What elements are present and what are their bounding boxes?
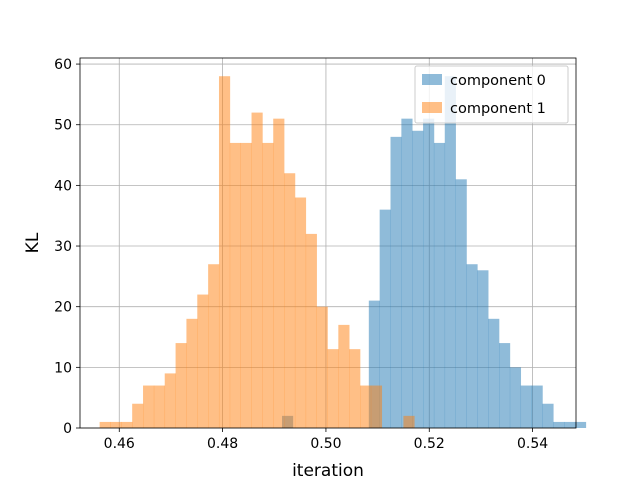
y-tick-label-4: 40 (54, 178, 72, 194)
bar-component-0-bin-24 (542, 403, 554, 428)
bar-component-0-bin-25 (553, 421, 565, 428)
bar-component-1-bin-1 (110, 421, 122, 428)
bar-component-0-bin-22 (520, 385, 532, 428)
bar-component-1-bin-2 (121, 421, 133, 428)
bar-component-1-bin-4 (143, 385, 155, 428)
bar-component-1-bin-9 (197, 294, 209, 428)
bar-component-1-bin-5 (153, 385, 166, 428)
legend-label-component-1: component 1 (450, 101, 546, 117)
bar-component-0-bin-8 (368, 300, 380, 428)
bar-component-0-bin-18 (477, 270, 489, 428)
bar-component-1-bin-6 (164, 373, 176, 428)
legend: component 0 component 1 (414, 65, 569, 124)
y-axis-label: KL (23, 232, 43, 253)
bar-component-0-bin-16 (455, 179, 467, 428)
x-axis-label: iteration (292, 461, 364, 480)
y-tick-label-2: 20 (54, 300, 72, 316)
bar-component-1-bin-0 (99, 421, 111, 428)
bar-component-1-bin-13 (240, 142, 252, 428)
y-tick-label-6: 60 (54, 57, 72, 73)
x-tick-label-4: 0.54 (517, 436, 548, 452)
y-tick-label-3: 30 (54, 239, 72, 255)
y-tick-label-5: 50 (54, 118, 72, 134)
bar-component-1-bin-15 (262, 142, 274, 428)
bar-component-1-bin-14 (251, 112, 263, 429)
bar-component-1-bin-28 (403, 415, 415, 428)
bar-component-1-bin-10 (208, 264, 220, 428)
bar-component-0-bin-9 (379, 209, 391, 428)
x-tick-label-0: 0.46 (104, 436, 135, 452)
bar-component-1-bin-18 (294, 197, 307, 428)
y-tick-label-1: 10 (54, 360, 72, 376)
bar-component-1-bin-17 (284, 173, 296, 428)
legend-box (414, 65, 569, 124)
bar-component-0-bin-10 (390, 136, 402, 428)
bar-component-1-bin-16 (273, 118, 285, 429)
bar-component-1-bin-20 (316, 306, 328, 428)
x-tick-label-1: 0.48 (207, 436, 238, 452)
bar-component-0-bin-26 (564, 421, 576, 428)
bar-component-0-bin-20 (499, 343, 511, 428)
bar-component-1-bin-23 (349, 349, 361, 428)
bar-component-0-bin-19 (488, 318, 500, 428)
bar-component-0-bin-11 (401, 118, 413, 429)
bar-component-1-bin-7 (175, 343, 187, 428)
bar-component-0-bin-23 (531, 385, 543, 428)
y-tick-label-0: 0 (63, 421, 72, 437)
bar-component-1-bin-8 (186, 318, 198, 428)
bar-component-1-bin-24 (360, 385, 372, 428)
bar-component-1-bin-21 (327, 349, 339, 428)
x-tick-label-2: 0.50 (310, 436, 341, 452)
legend-swatch-component-0 (422, 74, 442, 85)
bar-component-0-bin-17 (466, 264, 478, 428)
bar-component-1-bin-3 (132, 403, 144, 428)
bar-component-1-bin-12 (229, 142, 241, 428)
bar-component-0-bin-21 (509, 367, 522, 428)
axis-ticks: 0.46 0.48 0.50 0.52 0.54 0 10 20 30 40 50 60 (54, 57, 548, 452)
x-tick-label-3: 0.52 (414, 436, 445, 452)
bar-component-1-bin-11 (218, 76, 231, 429)
bar-component-0-bin-27 (574, 421, 587, 428)
histogram-bars (99, 76, 587, 429)
bar-component-0-bin-12 (412, 130, 424, 429)
bar-component-0-bin-15 (444, 76, 456, 429)
legend-label-component-0: component 0 (450, 73, 546, 89)
legend-swatch-component-1 (422, 102, 442, 113)
plot-frame (79, 57, 577, 429)
bar-component-1-bin-19 (305, 233, 317, 428)
bar-component-0-bin-13 (423, 118, 435, 429)
bar-component-1-bin-25 (370, 385, 383, 428)
bar-component-1-bin-22 (338, 324, 350, 428)
bar-component-0-bin-14 (433, 142, 446, 428)
